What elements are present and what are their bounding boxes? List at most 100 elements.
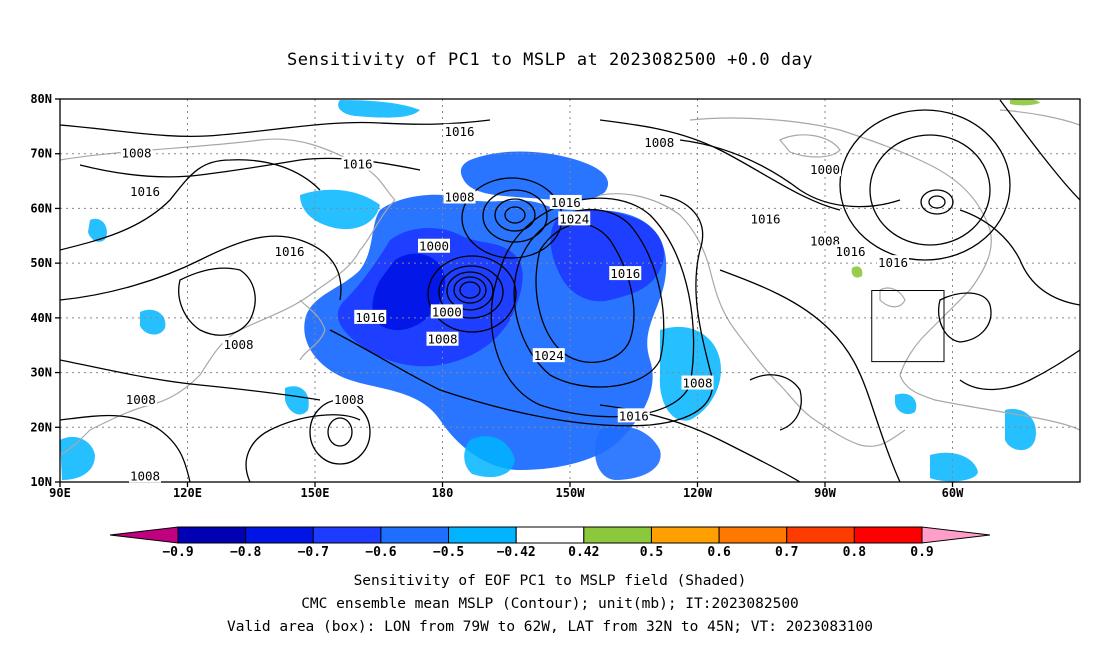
contour-line <box>959 349 1080 391</box>
coastline <box>299 299 326 361</box>
contour-label-bg <box>120 145 153 160</box>
colorbar-label: 0.42 <box>568 545 599 560</box>
contour-label: 1008 <box>126 392 156 407</box>
contour-label: 1016 <box>444 124 474 139</box>
contour-label: 1016 <box>355 310 385 325</box>
contour-label: 1008 <box>810 233 840 248</box>
contour-line <box>959 209 1080 306</box>
contour-label: 1000 <box>419 239 449 254</box>
contour-line <box>535 223 635 363</box>
colorbar-label: 0.9 <box>910 545 933 560</box>
shading-region <box>285 386 309 415</box>
lat-label: 20N <box>30 420 52 434</box>
colorbar-label: 0.7 <box>775 545 798 560</box>
contour-label-bg <box>643 134 676 149</box>
contour-label-bg <box>749 211 782 226</box>
coastline <box>999 109 1080 126</box>
contour-label-bg <box>129 468 161 483</box>
contour-label: 1016 <box>274 244 304 259</box>
shading-region <box>60 436 95 480</box>
coastline <box>689 117 991 231</box>
contour-label-bg <box>532 348 565 363</box>
contour-label: 1016 <box>878 255 908 270</box>
contour-label-bg <box>681 375 714 390</box>
lon-label: 150E <box>301 486 330 500</box>
contour-line <box>938 292 992 343</box>
contour-line <box>719 269 901 482</box>
contour-label: 1024 <box>534 348 564 363</box>
contour-label-bg <box>609 266 642 281</box>
lat-label: 30N <box>30 366 52 380</box>
shading-region <box>1010 99 1040 106</box>
caption-line-3: Valid area (box): LON from 79W to 62W, L… <box>226 619 873 635</box>
contour-label-bg <box>124 391 157 406</box>
coastline <box>239 199 396 331</box>
contour-label: 1008 <box>130 469 160 484</box>
contour-label: 1016 <box>750 211 780 226</box>
coastline <box>899 374 1080 431</box>
contour-label-bg <box>877 255 909 270</box>
lat-label: 60N <box>30 201 52 215</box>
contour-label-bg <box>443 123 476 138</box>
contour-label-bg <box>333 391 365 406</box>
shading-region <box>851 266 863 278</box>
contour-label: 1008 <box>427 332 457 347</box>
contour-line <box>599 119 841 211</box>
contour-line <box>427 255 517 333</box>
colorbar-swatch <box>177 526 247 544</box>
coastline <box>599 193 816 421</box>
colorbar-label: −0.8 <box>230 545 261 560</box>
colorbar-label: −0.6 <box>365 545 396 560</box>
shading-region <box>1005 409 1036 451</box>
contour-label: 1008 <box>644 135 674 150</box>
contour-label: 1000 <box>810 162 840 177</box>
lon-label: 90E <box>49 486 71 500</box>
colorbar-label: −0.5 <box>433 545 464 560</box>
lon-label: 120W <box>683 486 713 500</box>
contour-label-bg <box>617 408 650 423</box>
lon-label: 60W <box>942 486 964 500</box>
contour-label: 1008 <box>444 189 474 204</box>
caption-line-1: Sensitivity of EOF PC1 to MSLP field (Sh… <box>353 573 747 589</box>
shading-region <box>659 326 721 421</box>
colorbar-label: 0.5 <box>640 545 663 560</box>
coastline <box>779 134 841 158</box>
contour-label-bg <box>341 156 374 171</box>
contour-line <box>327 417 353 447</box>
lat-label: 50N <box>30 256 52 270</box>
contour-label: 1016 <box>130 184 160 199</box>
lon-label: 150W <box>556 486 586 500</box>
shading-region <box>895 393 917 415</box>
contour-line <box>60 159 321 251</box>
shading-region <box>464 436 515 478</box>
contour-line <box>679 139 901 208</box>
contour-line <box>928 195 946 209</box>
contour-line <box>60 414 191 482</box>
valid-area-box <box>871 290 945 363</box>
contour-line <box>839 109 1011 261</box>
coastline <box>899 229 992 376</box>
contour-label: 1016 <box>342 157 372 172</box>
contour-label-bg <box>273 244 306 259</box>
contour-line <box>329 194 714 427</box>
colorbar-label: −0.9 <box>162 545 193 560</box>
contour-label-bg <box>809 162 841 177</box>
shading-region <box>595 426 661 480</box>
lon-label: 120E <box>173 486 202 500</box>
colorbar-swatch <box>853 526 923 544</box>
colorbar-swatch <box>650 526 720 544</box>
contour-label: 1000 <box>432 304 462 319</box>
caption-line-2: CMC ensemble mean MSLP (Contour); unit(m… <box>301 596 799 612</box>
contour-label: 1008 <box>121 146 151 161</box>
lat-label: 80N <box>30 92 52 106</box>
contour-line <box>245 414 361 482</box>
contour-label-bg <box>129 184 161 199</box>
contour-line <box>869 134 991 246</box>
contour-label: 1016 <box>619 408 649 423</box>
lat-label: 70N <box>30 147 52 161</box>
colorbar-swatch <box>786 526 855 544</box>
contour-label-bg <box>430 304 463 319</box>
shading-region <box>140 309 166 335</box>
